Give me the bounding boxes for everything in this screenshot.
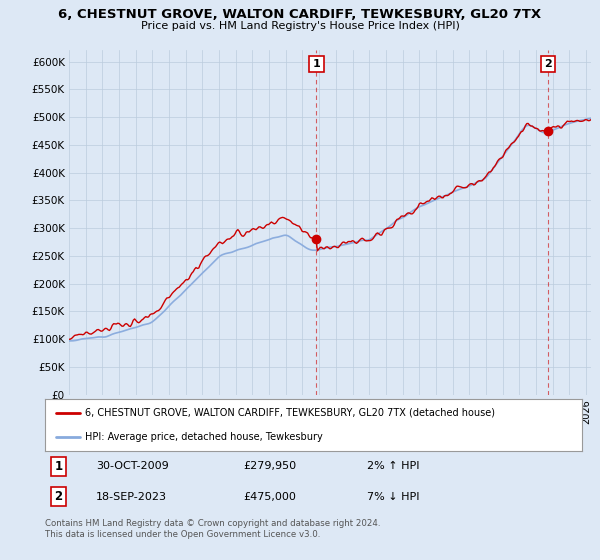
Text: Contains HM Land Registry data © Crown copyright and database right 2024.
This d: Contains HM Land Registry data © Crown c… (45, 519, 380, 539)
Text: 2% ↑ HPI: 2% ↑ HPI (367, 461, 420, 472)
Text: 18-SEP-2023: 18-SEP-2023 (96, 492, 167, 502)
Text: HPI: Average price, detached house, Tewkesbury: HPI: Average price, detached house, Tewk… (85, 432, 323, 442)
Text: 1: 1 (55, 460, 62, 473)
Text: 6, CHESTNUT GROVE, WALTON CARDIFF, TEWKESBURY, GL20 7TX: 6, CHESTNUT GROVE, WALTON CARDIFF, TEWKE… (58, 8, 542, 21)
Text: Price paid vs. HM Land Registry's House Price Index (HPI): Price paid vs. HM Land Registry's House … (140, 21, 460, 31)
Text: 30-OCT-2009: 30-OCT-2009 (96, 461, 169, 472)
Text: 7% ↓ HPI: 7% ↓ HPI (367, 492, 420, 502)
Text: 1: 1 (313, 59, 320, 69)
Text: £279,950: £279,950 (244, 461, 297, 472)
Text: 6, CHESTNUT GROVE, WALTON CARDIFF, TEWKESBURY, GL20 7TX (detached house): 6, CHESTNUT GROVE, WALTON CARDIFF, TEWKE… (85, 408, 495, 418)
Text: £475,000: £475,000 (244, 492, 296, 502)
Text: 2: 2 (544, 59, 551, 69)
Text: 2: 2 (55, 490, 62, 503)
